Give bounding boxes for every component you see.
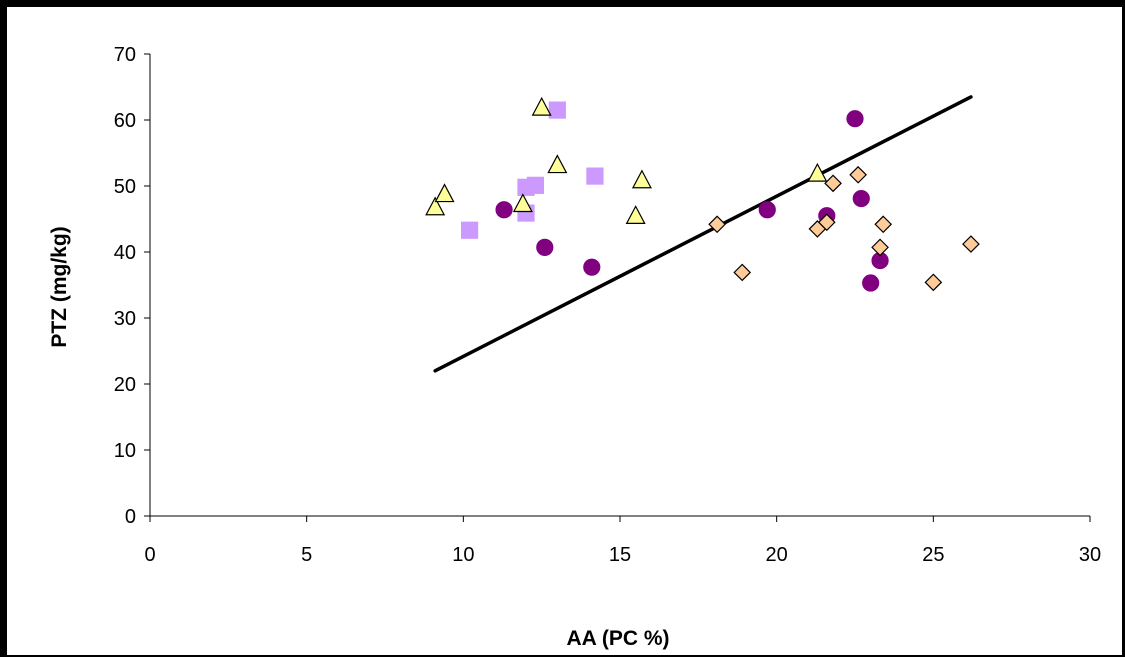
circle-point xyxy=(536,238,554,256)
y-tick-label: 10 xyxy=(114,440,136,462)
x-tick-label: 25 xyxy=(922,544,944,566)
y-tick-labels: 0 10 20 30 40 50 60 70 xyxy=(114,44,136,528)
circle-point xyxy=(583,258,601,276)
x-tick-label: 10 xyxy=(452,544,474,566)
y-tick-label: 0 xyxy=(125,506,136,528)
diamond-point xyxy=(708,215,726,234)
x-tick-label: 5 xyxy=(301,544,312,566)
trendline xyxy=(433,95,973,373)
diamond-point xyxy=(962,235,980,253)
square-point xyxy=(461,221,479,239)
circle-point xyxy=(846,110,864,128)
y-tick-label: 30 xyxy=(114,308,136,330)
diamond-point xyxy=(874,215,893,234)
triangle-point xyxy=(425,196,446,216)
y-axis-title: PTZ (mg/kg) xyxy=(48,226,71,347)
triangle-point xyxy=(434,183,455,203)
y-tick-label: 70 xyxy=(114,44,136,66)
diamond-point xyxy=(871,238,889,257)
circle-point xyxy=(852,189,870,208)
triangle-point xyxy=(547,154,568,174)
trendline-group xyxy=(433,95,973,373)
circle-point xyxy=(862,274,880,292)
data-points xyxy=(425,96,980,292)
diamond-point xyxy=(733,263,752,282)
triangle-point xyxy=(531,96,552,116)
square-point xyxy=(586,167,604,185)
circle-point xyxy=(758,201,776,219)
y-tick-label: 20 xyxy=(114,374,136,396)
diamond-point xyxy=(849,165,867,184)
y-tick-label: 50 xyxy=(114,176,136,198)
x-tick-labels: 0 5 10 15 20 25 30 xyxy=(144,544,1101,566)
circle-point xyxy=(495,201,513,219)
diamond-point xyxy=(824,174,842,193)
triangle-point xyxy=(807,162,828,182)
square-point xyxy=(526,176,545,194)
x-tick-label: 0 xyxy=(144,544,155,566)
x-tick-label: 30 xyxy=(1079,544,1101,566)
x-tick-label: 20 xyxy=(766,544,788,566)
y-tick-label: 60 xyxy=(114,110,136,132)
triangle-point xyxy=(625,205,646,224)
x-tick-label: 15 xyxy=(609,544,631,566)
axes xyxy=(144,53,1091,522)
diamond-point xyxy=(924,273,943,292)
triangle-point xyxy=(512,193,533,213)
square-point xyxy=(548,101,566,119)
triangle-point xyxy=(631,169,652,189)
diamond-point xyxy=(817,213,836,232)
y-tick-label: 40 xyxy=(114,242,136,264)
x-axis-title: AA (PC %) xyxy=(566,627,669,650)
